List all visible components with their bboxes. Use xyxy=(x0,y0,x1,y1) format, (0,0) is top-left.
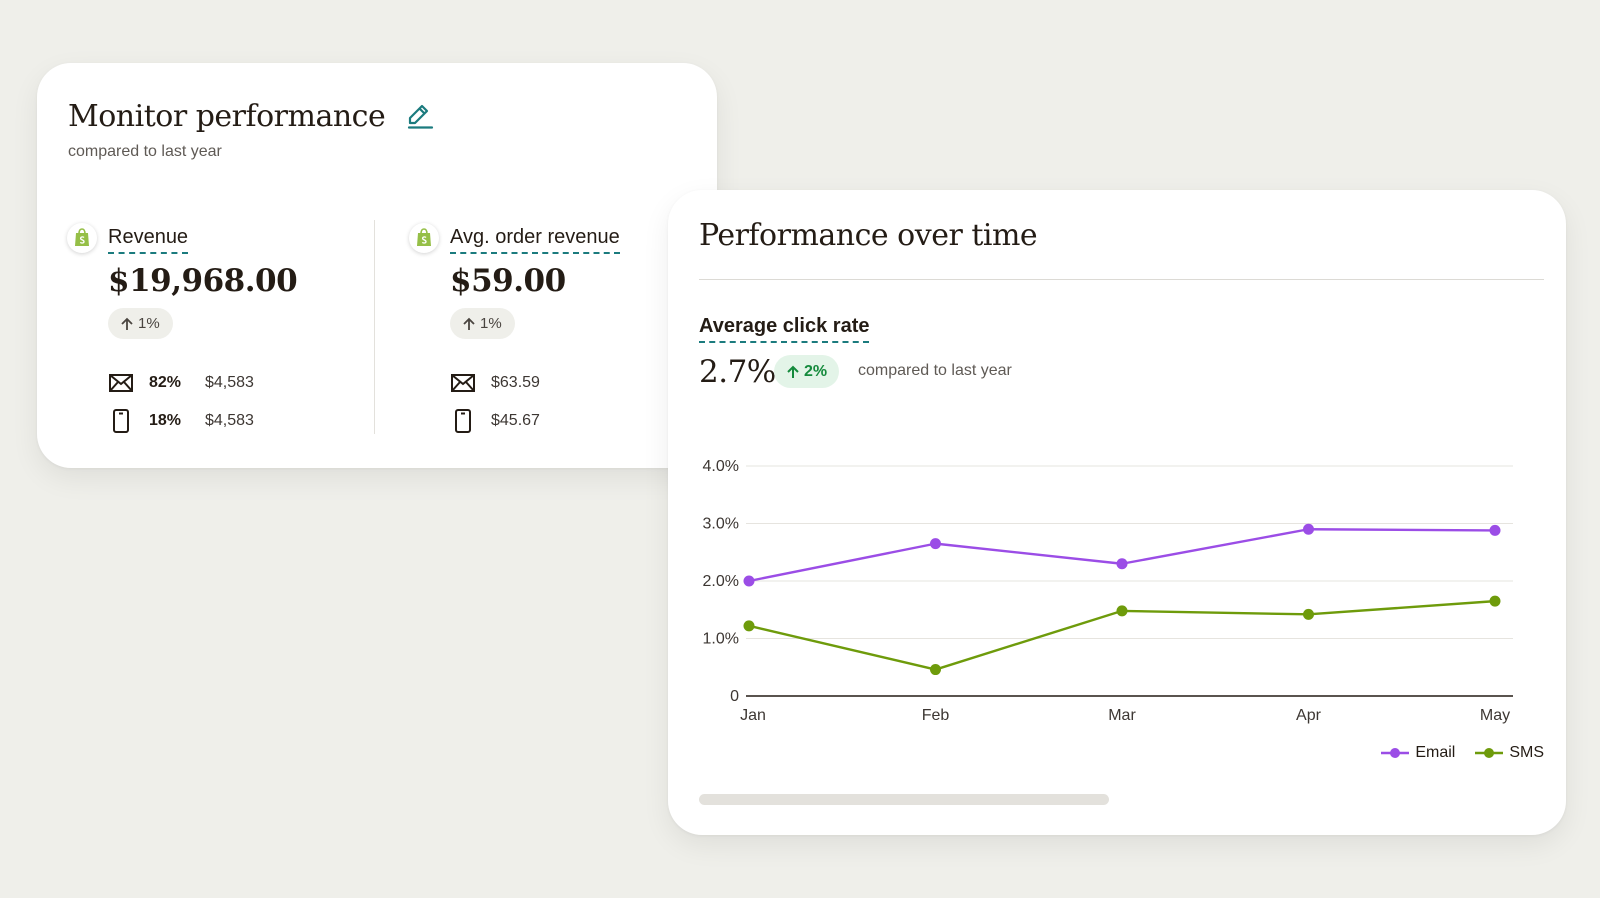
data-point-sms xyxy=(1303,608,1314,620)
monitor-title: Monitor performance xyxy=(68,99,386,134)
phone-icon xyxy=(108,408,134,434)
x-tick-label: Jan xyxy=(740,707,766,724)
sms-avg-amount: $45.67 xyxy=(491,412,540,429)
revenue-delta-badge: 1% xyxy=(108,308,173,339)
avg-order-revenue-value: $59.00 xyxy=(450,263,566,299)
click-rate-label[interactable]: Average click rate xyxy=(699,315,870,343)
revenue-label[interactable]: Revenue xyxy=(108,226,189,254)
data-point-email xyxy=(1116,558,1128,570)
sms-share-pct: 18% xyxy=(149,412,182,429)
data-point-sms xyxy=(1116,605,1128,617)
list-item: $63.59 xyxy=(450,370,540,396)
y-tick-label: 1.0% xyxy=(703,631,739,648)
arrow-up-icon xyxy=(463,317,475,330)
legend-swatch-email xyxy=(1381,748,1410,758)
y-tick-label: 4.0% xyxy=(703,458,739,475)
click-rate-delta-value: 2% xyxy=(804,362,828,380)
title-divider xyxy=(699,279,1544,280)
revenue-value: $19,968.00 xyxy=(108,263,298,299)
performance-over-time-card: Performance over time Average click rate… xyxy=(668,190,1566,835)
horizontal-scrollbar[interactable] xyxy=(699,794,1109,805)
monitor-subtitle: compared to last year xyxy=(68,143,222,160)
y-tick-label: 2.0% xyxy=(703,573,739,590)
legend-swatch-sms xyxy=(1475,748,1504,758)
list-item: 82% $4,583 xyxy=(108,370,254,396)
phone-icon xyxy=(450,408,476,434)
revenue-delta-value: 1% xyxy=(138,315,160,332)
x-tick-label: May xyxy=(1480,707,1510,724)
monitor-performance-card: Monitor performance compared to last yea… xyxy=(37,63,717,468)
data-point-sms xyxy=(1489,595,1501,607)
data-point-sms xyxy=(930,664,941,676)
envelope-icon xyxy=(108,370,134,396)
data-point-email xyxy=(930,538,941,550)
x-tick-label: Feb xyxy=(922,707,950,724)
metric-divider xyxy=(374,220,375,434)
avg-order-revenue-label[interactable]: Avg. order revenue xyxy=(450,226,620,254)
edit-pencil-icon[interactable] xyxy=(404,101,434,131)
arrow-up-icon xyxy=(121,317,133,330)
email-share-amount: $4,583 xyxy=(205,374,254,391)
email-share-pct: 82% xyxy=(149,374,182,391)
email-avg-amount: $63.59 xyxy=(491,374,540,391)
avg-order-delta-value: 1% xyxy=(480,315,502,332)
data-point-email xyxy=(1489,524,1501,536)
envelope-icon xyxy=(450,370,476,396)
click-rate-value: 2.7% xyxy=(699,354,776,390)
sms-share-amount: $4,583 xyxy=(205,412,254,429)
shopify-bag-icon xyxy=(67,223,97,253)
click-rate-delta-badge: 2% xyxy=(774,355,840,388)
click-rate-line-chart: 0 1.0% 2.0% 3.0% 4.0% Jan Feb Mar Apr May xyxy=(703,458,1513,724)
shopify-bag-icon xyxy=(409,223,439,253)
data-point-email xyxy=(743,575,755,587)
x-tick-label: Apr xyxy=(1296,707,1322,724)
x-tick-label: Mar xyxy=(1108,707,1136,724)
legend-item-sms[interactable]: SMS xyxy=(1475,744,1544,762)
y-tick-label: 0 xyxy=(730,688,739,705)
data-point-email xyxy=(1303,523,1314,535)
legend-label-sms: SMS xyxy=(1509,744,1544,761)
avg-order-delta-badge: 1% xyxy=(450,308,515,339)
click-rate-comparison: compared to last year xyxy=(858,362,1012,379)
list-item: $45.67 xyxy=(450,408,540,434)
series-line-email xyxy=(748,528,1496,583)
data-point-sms xyxy=(743,620,755,632)
performance-title: Performance over time xyxy=(699,218,1038,253)
arrow-up-icon xyxy=(787,365,799,378)
list-item: 18% $4,583 xyxy=(108,408,254,434)
chart-legend: Email SMS xyxy=(1381,744,1544,762)
legend-item-email[interactable]: Email xyxy=(1381,744,1455,762)
y-tick-label: 3.0% xyxy=(703,516,739,533)
legend-label-email: Email xyxy=(1415,744,1456,761)
